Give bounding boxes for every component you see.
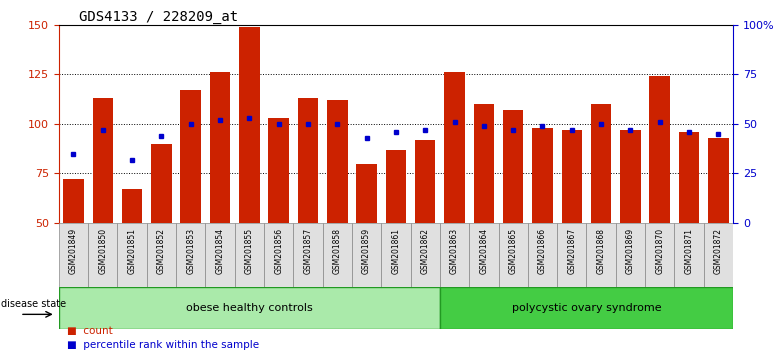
Text: GSM201856: GSM201856 bbox=[274, 228, 283, 274]
Text: ■  count: ■ count bbox=[67, 326, 112, 336]
Bar bbox=[151, 144, 172, 223]
Text: GSM201867: GSM201867 bbox=[568, 228, 576, 274]
Text: GDS4133 / 228209_at: GDS4133 / 228209_at bbox=[79, 10, 238, 24]
Bar bbox=[352, 223, 381, 287]
Bar bbox=[415, 140, 435, 223]
Bar bbox=[147, 223, 176, 287]
Bar bbox=[293, 223, 323, 287]
Text: GSM201863: GSM201863 bbox=[450, 228, 459, 274]
Bar bbox=[499, 223, 528, 287]
Bar bbox=[176, 223, 205, 287]
Bar bbox=[645, 223, 674, 287]
Text: GSM201850: GSM201850 bbox=[98, 228, 107, 274]
Bar bbox=[234, 223, 264, 287]
Bar bbox=[239, 27, 260, 223]
Text: GSM201858: GSM201858 bbox=[332, 228, 342, 274]
Text: GSM201857: GSM201857 bbox=[303, 228, 313, 274]
Text: GSM201861: GSM201861 bbox=[391, 228, 401, 274]
Bar bbox=[615, 223, 645, 287]
Bar bbox=[708, 138, 728, 223]
Text: GSM201866: GSM201866 bbox=[538, 228, 547, 274]
Text: GSM201862: GSM201862 bbox=[421, 228, 430, 274]
Bar bbox=[59, 287, 440, 329]
Bar bbox=[620, 130, 641, 223]
Bar bbox=[205, 223, 234, 287]
Text: polycystic ovary syndrome: polycystic ovary syndrome bbox=[512, 303, 661, 313]
Bar bbox=[122, 189, 143, 223]
Text: disease state: disease state bbox=[1, 299, 66, 309]
Text: GSM201849: GSM201849 bbox=[69, 228, 78, 274]
Bar bbox=[268, 118, 289, 223]
Bar bbox=[586, 223, 615, 287]
Text: ■  percentile rank within the sample: ■ percentile rank within the sample bbox=[67, 341, 259, 350]
Bar bbox=[411, 223, 440, 287]
Text: obese healthy controls: obese healthy controls bbox=[186, 303, 313, 313]
Bar bbox=[591, 104, 612, 223]
Bar bbox=[679, 132, 699, 223]
Bar bbox=[327, 100, 347, 223]
Text: GSM201872: GSM201872 bbox=[714, 228, 723, 274]
Text: GSM201865: GSM201865 bbox=[509, 228, 517, 274]
Text: GSM201852: GSM201852 bbox=[157, 228, 166, 274]
Bar bbox=[474, 104, 494, 223]
Text: GSM201870: GSM201870 bbox=[655, 228, 664, 274]
Bar bbox=[264, 223, 293, 287]
Bar bbox=[561, 130, 582, 223]
Bar bbox=[503, 110, 524, 223]
Bar bbox=[445, 72, 465, 223]
Bar bbox=[93, 98, 113, 223]
Text: GSM201854: GSM201854 bbox=[216, 228, 224, 274]
Bar bbox=[59, 223, 88, 287]
Bar bbox=[674, 223, 704, 287]
Bar bbox=[386, 150, 406, 223]
Text: GSM201853: GSM201853 bbox=[187, 228, 195, 274]
Bar bbox=[180, 90, 201, 223]
Text: GSM201851: GSM201851 bbox=[128, 228, 136, 274]
Bar bbox=[357, 164, 377, 223]
Bar bbox=[88, 223, 118, 287]
Bar bbox=[532, 128, 553, 223]
Bar bbox=[557, 223, 586, 287]
Bar bbox=[323, 223, 352, 287]
Bar bbox=[704, 223, 733, 287]
Bar bbox=[64, 179, 84, 223]
Text: GSM201855: GSM201855 bbox=[245, 228, 254, 274]
Bar bbox=[298, 98, 318, 223]
Bar bbox=[528, 223, 557, 287]
Bar bbox=[440, 287, 733, 329]
Bar bbox=[469, 223, 499, 287]
Text: GSM201864: GSM201864 bbox=[479, 228, 488, 274]
Bar bbox=[649, 76, 670, 223]
Bar bbox=[381, 223, 411, 287]
Text: GSM201871: GSM201871 bbox=[684, 228, 694, 274]
Bar bbox=[210, 72, 230, 223]
Text: GSM201859: GSM201859 bbox=[362, 228, 371, 274]
Bar bbox=[118, 223, 147, 287]
Bar bbox=[440, 223, 469, 287]
Text: GSM201869: GSM201869 bbox=[626, 228, 635, 274]
Text: GSM201868: GSM201868 bbox=[597, 228, 605, 274]
